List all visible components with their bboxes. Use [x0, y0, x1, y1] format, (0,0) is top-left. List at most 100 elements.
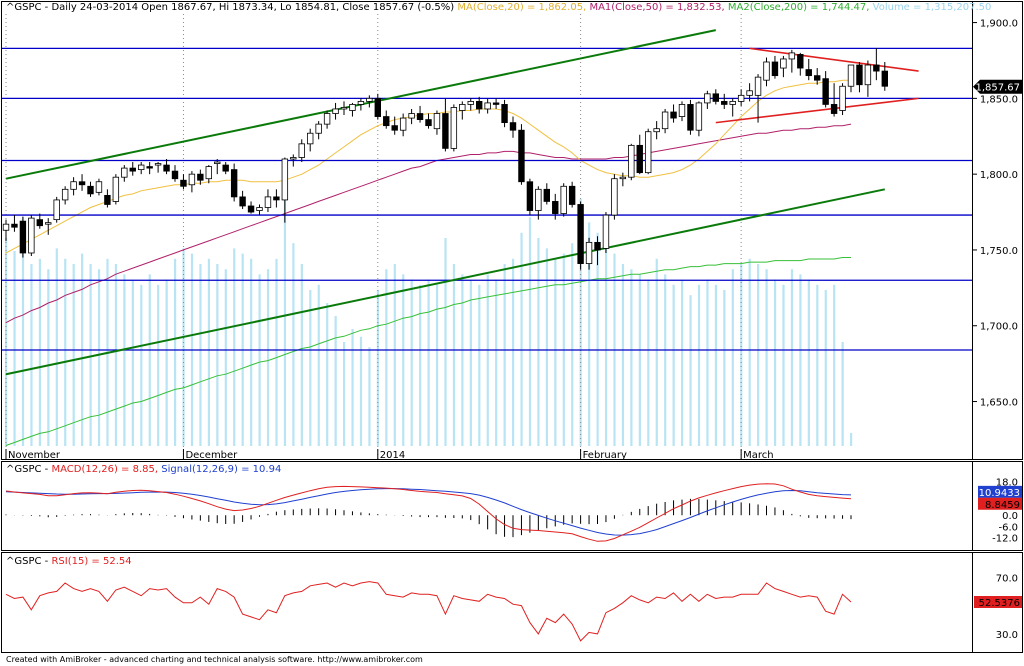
candle-body	[197, 173, 204, 181]
candle-body	[366, 97, 373, 102]
macd-header-prefix: ^GSPC -	[6, 464, 52, 475]
candle-body	[247, 205, 255, 213]
volume-bar	[731, 269, 734, 446]
horizontal-levels	[2, 47, 972, 351]
candle-body	[847, 64, 855, 87]
candle-body	[661, 111, 669, 130]
volume-bar	[714, 284, 717, 446]
volume-bar	[596, 232, 599, 446]
candle-body	[408, 113, 415, 119]
candle-body	[306, 132, 314, 145]
volume-bar	[266, 269, 270, 446]
volume-bar	[359, 336, 363, 446]
volume-bar	[317, 284, 320, 446]
volume-bar	[452, 264, 456, 446]
candle-body	[87, 185, 94, 195]
candle-body	[518, 129, 525, 183]
rsi-last-box	[974, 595, 1022, 608]
volume-bar	[655, 258, 658, 446]
volume-bar	[376, 290, 379, 446]
candle-body	[163, 164, 170, 172]
volume-bar	[604, 238, 608, 446]
month-label: March	[743, 450, 773, 461]
candle-body	[222, 164, 229, 172]
volume-bar	[807, 279, 810, 446]
candle-body	[416, 113, 424, 120]
rsi-y-axis: 70.0 30.0 52.5376	[974, 573, 1022, 641]
price-header-ohlc: ^GSPC - Daily 24-03-2014 Open 1867.67, H…	[6, 2, 455, 13]
volume-bar	[444, 238, 447, 446]
price-header: ^GSPC - Daily 24-03-2014 Open 1867.67, H…	[6, 2, 991, 13]
volume-bar	[816, 284, 819, 446]
volume-bar	[782, 284, 785, 446]
price-y-axis: 1,650.0 1,700.0 1,750.0 1,800.0 1,850.0 1,900…	[972, 19, 1022, 409]
candle-body	[788, 52, 796, 60]
candle-body	[239, 196, 246, 207]
candle-body	[264, 196, 272, 208]
volume-bar	[64, 258, 67, 446]
rsi-panel-frame	[1, 552, 973, 653]
volume-bar	[664, 274, 667, 446]
volume-bar	[850, 433, 853, 446]
volume-bar	[419, 284, 422, 446]
volume-bar	[368, 347, 371, 446]
volume-bar	[588, 222, 591, 446]
candle-body	[230, 169, 238, 198]
volume-bar	[503, 264, 506, 446]
macd-header: ^GSPC - MACD(12,26) = 8.85, Signal(12,26…	[6, 464, 281, 475]
candle-body	[797, 54, 804, 69]
volume-bar	[571, 243, 574, 446]
candle-body	[805, 69, 812, 77]
volume-bar	[630, 269, 633, 446]
candle-body	[856, 64, 863, 86]
volume-bar	[537, 238, 540, 446]
volume-bar	[21, 217, 25, 446]
candle-body	[78, 181, 86, 186]
volume-bar	[47, 269, 50, 446]
volume-bar	[233, 248, 236, 446]
volume-bar	[427, 279, 430, 446]
candle-body	[340, 107, 348, 110]
volume-bar	[512, 258, 515, 446]
volume-bar	[250, 258, 253, 446]
candle-body	[501, 104, 508, 124]
candle-body	[146, 166, 153, 169]
macd-tick-label: -12.0	[992, 534, 1018, 545]
volume-bar	[554, 258, 557, 446]
volume-bar	[343, 342, 346, 446]
candle-body	[36, 219, 43, 227]
candle-body	[154, 163, 162, 166]
rsi-line	[5, 581, 852, 642]
volume-bar	[182, 248, 185, 446]
macd-tick-label: 0.0	[1002, 511, 1018, 522]
macd-panel-frame	[1, 461, 973, 551]
month-label: November	[8, 450, 61, 461]
volume-bar	[131, 279, 134, 446]
volume-bar	[258, 274, 261, 446]
rsi-header: ^GSPC - RSI(15) = 52.54	[6, 556, 132, 567]
candle-body	[526, 181, 534, 211]
candle-body	[492, 102, 500, 105]
candle-body	[695, 102, 703, 131]
rsi-last-label: 52.5376	[979, 598, 1020, 609]
candle-body	[628, 144, 635, 178]
triangle-lower-line	[715, 97, 919, 124]
candle-body	[704, 93, 711, 104]
candle-body	[552, 201, 559, 214]
volume-bar	[790, 269, 794, 446]
volume-bar	[30, 264, 33, 446]
candle-body	[273, 196, 280, 201]
candle-body	[729, 101, 736, 105]
volume-bar	[224, 269, 227, 446]
candle-body	[636, 144, 643, 174]
volume-bar	[528, 217, 532, 446]
candle-body	[399, 117, 407, 131]
candle-body	[822, 78, 829, 105]
volume-bar	[334, 316, 337, 446]
ma50-label: MA1(Close,50) = 1,832.53,	[589, 2, 725, 13]
month-label: February	[583, 450, 627, 461]
candle-body	[2, 223, 10, 231]
rsi-tick-label: 70.0	[996, 573, 1018, 584]
candle-body	[332, 108, 339, 114]
candle-body	[188, 173, 196, 186]
